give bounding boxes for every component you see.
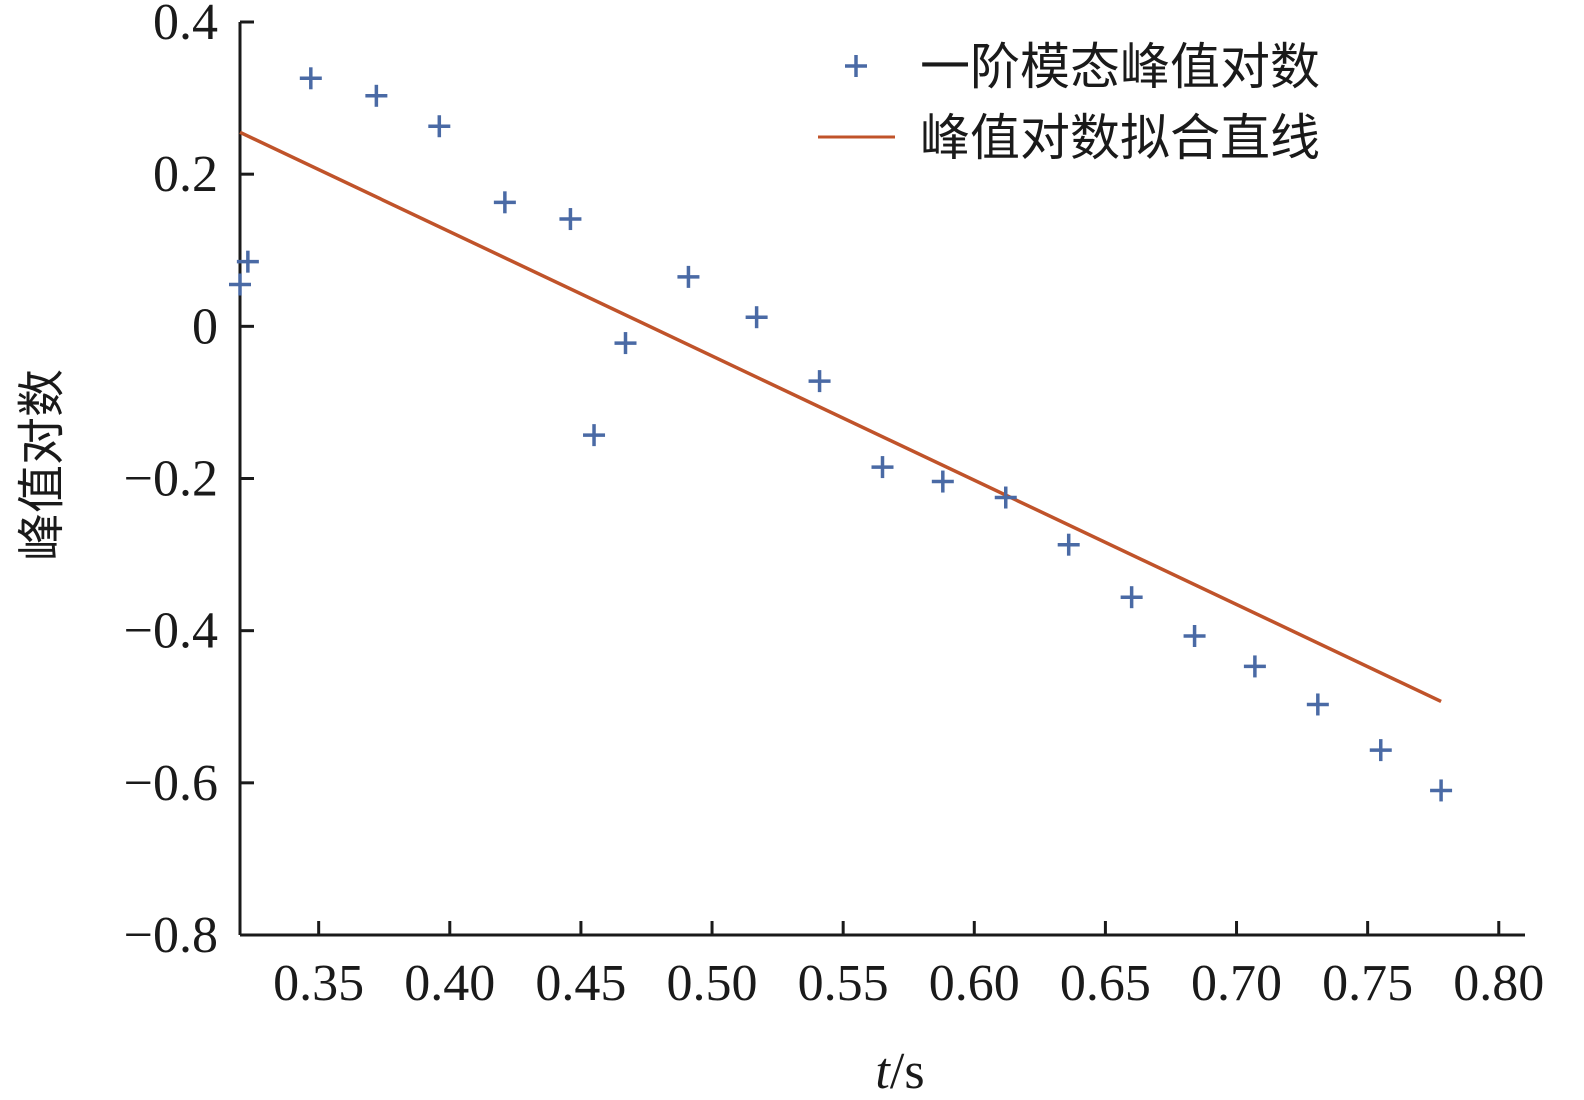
x-ticks: 0.35 0.40 0.45 0.50 0.55 0.60 0.65 0.70 0.75 0.80 — [273, 921, 1544, 1012]
y-tick-label: −0.2 — [124, 451, 218, 508]
scatter-point — [1243, 655, 1266, 678]
scatter-point — [1306, 693, 1329, 716]
legend-plus-icon — [845, 55, 867, 77]
scatter-point — [871, 456, 894, 479]
legend-label-line: 峰值对数拟合直线 — [920, 109, 1320, 167]
scatter-point — [808, 370, 831, 393]
y-tick-label: 0 — [192, 298, 218, 355]
x-tick-label: 0.80 — [1453, 955, 1544, 1012]
scatter-point — [614, 332, 637, 355]
scatter-point — [299, 67, 322, 90]
legend: 一阶模态峰值对数 峰值对数拟合直线 — [818, 38, 1320, 167]
scatter-point — [365, 84, 388, 107]
y-tick-label: −0.8 — [124, 907, 218, 964]
scatter-point — [229, 273, 251, 296]
y-tick-label: −0.4 — [124, 603, 218, 660]
scatter-point — [493, 191, 516, 214]
scatter-point — [994, 486, 1017, 509]
fit-line — [239, 130, 1442, 704]
scatter-point — [1369, 739, 1392, 762]
scatter-point — [236, 250, 259, 273]
y-tick-label: 0.2 — [153, 146, 218, 203]
plot-area — [229, 67, 1453, 802]
scatter-point — [677, 265, 700, 288]
scatter-point — [931, 470, 954, 493]
scatter-point — [428, 115, 451, 138]
legend-scatter-marker — [845, 55, 867, 77]
y-ticks: 0.4 0.2 0 −0.2 −0.4 −0.6 −0.8 — [124, 0, 254, 964]
x-tick-label: 0.60 — [929, 955, 1020, 1012]
x-tick-label: 0.65 — [1060, 955, 1151, 1012]
x-tick-label: 0.55 — [798, 955, 889, 1012]
axes — [238, 22, 1525, 937]
scatter-point — [583, 424, 606, 447]
scatter-point — [745, 306, 768, 329]
x-axis-label-symbol: t — [875, 1043, 891, 1100]
scatter-point — [1183, 624, 1206, 647]
y-tick-label: 0.4 — [153, 0, 218, 51]
x-tick-label: 0.75 — [1322, 955, 1413, 1012]
scatter-point — [1430, 779, 1453, 802]
scatter-point — [1057, 533, 1080, 556]
x-tick-label: 0.45 — [535, 955, 626, 1012]
x-tick-label: 0.50 — [667, 955, 758, 1012]
x-tick-label: 0.35 — [273, 955, 364, 1012]
scatter-point — [559, 208, 582, 231]
x-axis-label: t/s — [875, 1043, 924, 1100]
y-axis-label: 峰值对数 — [14, 369, 70, 561]
x-tick-label: 0.70 — [1191, 955, 1282, 1012]
x-axis-label-unit: /s — [890, 1043, 925, 1100]
legend-label-scatter: 一阶模态峰值对数 — [920, 38, 1320, 96]
y-tick-label: −0.6 — [124, 755, 218, 812]
x-tick-label: 0.40 — [404, 955, 495, 1012]
scatter-point — [1120, 586, 1143, 609]
